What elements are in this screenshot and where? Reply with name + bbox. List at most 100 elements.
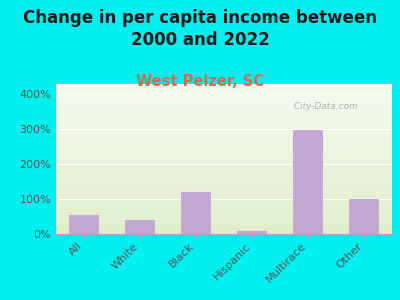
Bar [56,174,392,176]
Bar [56,124,392,126]
Bar [56,117,392,118]
Bar [56,189,392,190]
Bar [56,207,392,208]
Bar [237,231,268,234]
Bar [56,154,392,156]
Bar [56,100,392,102]
Bar [56,94,392,96]
Bar [56,152,392,153]
Bar [56,213,392,214]
Bar [56,138,392,140]
Bar [56,147,392,148]
Bar [348,199,379,234]
Bar [56,224,392,225]
Bar [56,225,392,226]
Bar [56,128,392,129]
Text: West Pelzer, SC: West Pelzer, SC [136,74,264,88]
Bar [56,108,392,110]
Text: City-Data.com: City-Data.com [291,102,358,111]
Bar [56,87,392,88]
Text: Change in per capita income between
2000 and 2022: Change in per capita income between 2000… [23,9,377,49]
Bar [56,120,392,122]
Bar [56,220,392,222]
Bar [56,144,392,146]
Bar [56,184,392,186]
Bar [56,176,392,177]
Bar [56,218,392,219]
Bar [56,165,392,166]
Bar [56,210,392,212]
Bar [56,171,392,172]
Bar [56,212,392,213]
Bar [56,190,392,192]
Bar [56,114,392,116]
Bar [56,106,392,108]
Bar [56,135,392,136]
Bar [56,164,392,165]
Bar [56,228,392,230]
Bar [293,130,324,234]
Bar [56,201,392,202]
Bar [56,208,392,210]
Bar [56,192,392,194]
Bar [56,92,392,93]
Bar [125,220,155,234]
Bar [56,196,392,198]
Bar [56,116,392,117]
Bar [56,216,392,218]
Bar [56,118,392,120]
Bar [56,180,392,182]
Bar [56,111,392,112]
Bar [56,167,392,168]
Bar [56,140,392,141]
Bar [181,192,212,234]
Bar [56,230,392,231]
Bar [56,148,392,150]
Bar [56,200,392,201]
Bar [56,123,392,124]
Bar [56,99,392,100]
Bar [56,146,392,147]
Bar [56,168,392,170]
Bar [56,96,392,98]
Bar [56,129,392,130]
Bar [56,93,392,94]
Bar [56,122,392,123]
Bar [56,141,392,142]
Bar [56,232,392,234]
Bar [56,172,392,174]
Bar [56,162,392,164]
Bar [56,188,392,189]
Bar [56,204,392,206]
Bar [56,126,392,128]
Bar [56,158,392,159]
Bar [56,136,392,138]
Bar [56,198,392,200]
Bar [56,195,392,196]
Bar [56,85,392,87]
Bar [56,134,392,135]
Bar [56,142,392,144]
Bar [56,231,392,232]
Bar [56,202,392,204]
Bar [56,153,392,154]
Bar [56,132,392,134]
Bar [56,102,392,104]
Bar [56,90,392,92]
Bar [56,88,392,90]
Bar [56,98,392,99]
Bar [56,206,392,207]
Bar [56,169,392,171]
Bar [56,182,392,183]
Bar [56,194,392,195]
Bar [56,84,392,86]
Bar [56,222,392,224]
Bar [56,177,392,178]
Bar [56,219,392,220]
Bar [56,159,392,160]
Bar [56,105,392,106]
Bar [56,226,392,228]
Bar [56,183,392,184]
Bar [56,150,392,152]
Bar [56,112,392,114]
